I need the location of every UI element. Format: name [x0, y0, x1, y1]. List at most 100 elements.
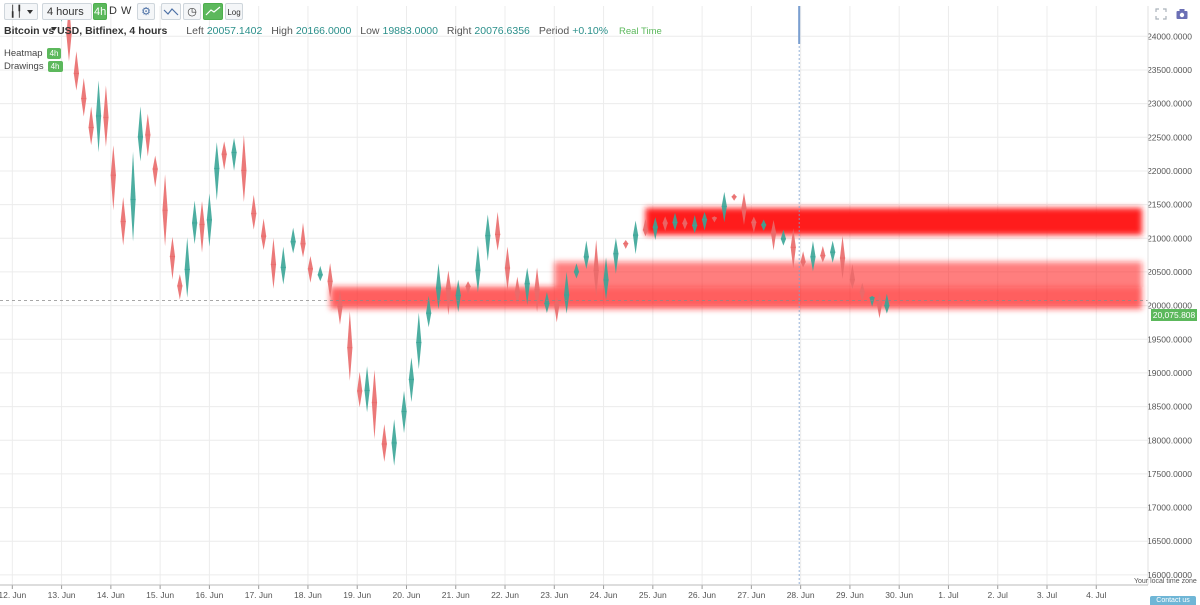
- interval-day-label: D: [109, 5, 117, 17]
- gear-icon: ⚙: [141, 6, 151, 18]
- camera-icon: [1176, 9, 1188, 19]
- interval-select[interactable]: 4 hours: [42, 3, 92, 32]
- candle-down: [381, 424, 387, 462]
- drawings-label: Drawings: [4, 61, 44, 72]
- line-tool-button[interactable]: [161, 3, 181, 20]
- y-tick-label: 22000.0000: [1147, 166, 1192, 176]
- crosshair-handle: [798, 6, 801, 44]
- candle-down: [642, 219, 649, 237]
- candle-down: [623, 240, 629, 249]
- candle-up: [280, 246, 286, 285]
- contact-us-button[interactable]: Contact us: [1150, 596, 1196, 605]
- candle-down: [770, 219, 777, 251]
- candle-up: [583, 240, 589, 270]
- chevron-down-icon: [51, 27, 57, 32]
- candle-down: [347, 311, 353, 381]
- drawings-overlay-toggle[interactable]: Drawings 4h: [4, 61, 63, 72]
- y-tick-label: 22500.0000: [1147, 132, 1192, 142]
- candle-up: [214, 142, 220, 201]
- heatmap-label: Heatmap: [4, 48, 43, 59]
- left-value: 20057.1402: [206, 25, 263, 37]
- candles-layer: [58, 4, 890, 466]
- candle-down: [221, 141, 227, 171]
- candle-down: [554, 296, 560, 323]
- candle-up: [524, 267, 530, 305]
- candle-down: [790, 228, 796, 269]
- y-tick-label: 18000.0000: [1147, 435, 1192, 445]
- interval-select-value: 4 hours: [47, 6, 84, 18]
- interval-4h-label: 4h: [94, 6, 107, 18]
- interval-day-button[interactable]: D: [109, 3, 119, 20]
- drawings-badge: 4h: [47, 61, 63, 72]
- heat-zone: [330, 286, 1143, 309]
- heatmap-overlay-toggle[interactable]: Heatmap 4h: [4, 48, 62, 59]
- y-tick-label: 16000.0000: [1147, 570, 1192, 580]
- candle-down: [300, 222, 306, 258]
- fullscreen-button[interactable]: [1155, 7, 1167, 20]
- candle-down: [307, 255, 314, 283]
- interval-4h-button[interactable]: 4h: [93, 3, 107, 20]
- y-tick-label: 23000.0000: [1147, 99, 1192, 109]
- price-axis: 24000.0000 23500.0000 23000.0000 22500.0000…: [1147, 6, 1192, 585]
- guides-layer: [0, 6, 1148, 585]
- candle-down: [357, 371, 363, 408]
- clock-button[interactable]: ◷: [183, 3, 201, 20]
- symbol-info-bar: Bitcoin vs USD, Bitfinex, 4 hours Left 20…: [4, 25, 662, 37]
- x-tick-label: 23. Jun: [540, 590, 568, 600]
- y-tick-label: 21500.0000: [1147, 200, 1192, 210]
- candle-down: [495, 211, 501, 251]
- candle-down: [337, 290, 343, 325]
- candle-up: [184, 237, 190, 298]
- x-tick-label: 20. Jun: [393, 590, 421, 600]
- period-value: +0.10%: [572, 25, 609, 37]
- candle-up: [573, 263, 580, 279]
- fullscreen-icon: [1155, 8, 1167, 20]
- right-value: 20076.6356: [474, 25, 530, 37]
- candle-down: [251, 194, 257, 230]
- trend-tool-button[interactable]: [203, 3, 223, 20]
- chart-type-button[interactable]: ╽╿: [4, 3, 38, 20]
- candle-up: [672, 212, 678, 231]
- candle-up: [780, 229, 786, 246]
- candle-down: [751, 216, 757, 233]
- candle-down: [66, 4, 72, 62]
- y-tick-label: 17000.0000: [1147, 503, 1192, 513]
- y-tick-label: 16500.0000: [1147, 536, 1192, 546]
- candle-down: [177, 274, 183, 300]
- candle-down: [199, 201, 205, 253]
- candle-up: [692, 215, 698, 234]
- heatmap-badge: 4h: [46, 48, 62, 59]
- candle-up: [544, 292, 550, 313]
- candle-down: [731, 193, 737, 201]
- candle-down: [241, 135, 247, 203]
- heatmap-layer: [330, 207, 1143, 309]
- y-tick-label: 18500.0000: [1147, 402, 1192, 412]
- interval-week-button[interactable]: W: [121, 3, 131, 20]
- x-tick-label: 15. Jun: [146, 590, 174, 600]
- candle-down: [593, 239, 599, 297]
- x-tick-label: 1. Jul: [938, 590, 958, 600]
- candle-down: [465, 281, 471, 295]
- candle-up: [364, 366, 370, 413]
- settings-button[interactable]: ⚙: [137, 3, 155, 20]
- low-value: 19883.0000: [382, 25, 438, 37]
- candle-down: [820, 246, 826, 263]
- candle-down: [81, 77, 87, 117]
- log-scale-button[interactable]: Log: [225, 3, 243, 20]
- candlestick-icon: ╽╿: [9, 6, 23, 18]
- candle-down: [110, 145, 116, 211]
- x-tick-label: 13. Jun: [48, 590, 76, 600]
- screenshot-button[interactable]: [1176, 7, 1188, 19]
- x-tick-label: 19. Jun: [343, 590, 371, 600]
- low-label: Low: [360, 25, 380, 37]
- candle-up: [810, 240, 816, 272]
- left-label: Left: [186, 25, 204, 37]
- candle-up: [701, 211, 708, 231]
- x-tick-label: 14. Jun: [97, 590, 125, 600]
- x-tick-label: 27. Jun: [737, 590, 765, 600]
- candle-up: [426, 295, 432, 328]
- y-tick-label: 24000.0000: [1147, 31, 1192, 41]
- candle-up: [869, 295, 875, 307]
- candle-down: [88, 106, 94, 146]
